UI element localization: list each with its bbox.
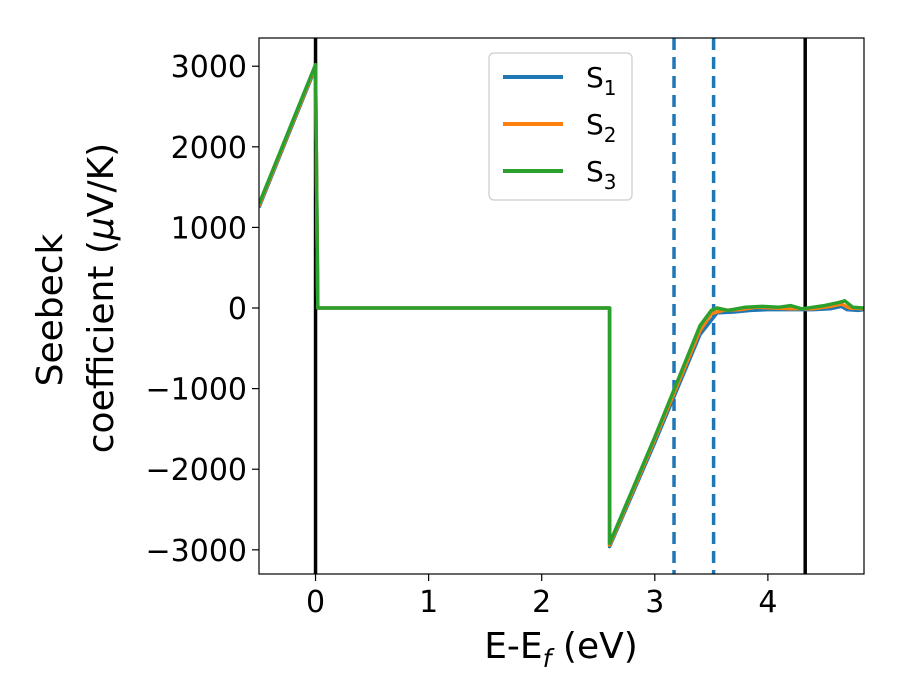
- y-tick-label: 2000: [171, 131, 247, 166]
- y-tick-label: −3000: [146, 534, 247, 569]
- plot-frame: [258, 37, 865, 575]
- y-tick-label: −2000: [146, 453, 247, 488]
- y-axis-label-line2: coefficient (μV/K): [81, 143, 122, 453]
- x-tick-label: 2: [532, 585, 551, 620]
- y-axis-label-line1: Seebeck: [30, 233, 71, 386]
- series-line-s3: [259, 62, 864, 546]
- x-tick-label: 1: [419, 585, 438, 620]
- x-axis-label: E-Ef (eV): [484, 626, 638, 673]
- series-lines: [259, 62, 864, 549]
- legend: S1 S2 S3: [488, 52, 633, 201]
- legend-box: [488, 52, 633, 201]
- legend-label-s1: S1: [586, 61, 617, 100]
- legend-label-s2: S2: [586, 108, 617, 147]
- y-tick-label: 3000: [171, 50, 247, 85]
- legend-label-s3: S3: [586, 155, 617, 194]
- x-tick-label: 3: [645, 585, 664, 620]
- y-tick-label: −1000: [146, 373, 247, 408]
- y-tick-label: 0: [228, 292, 247, 327]
- x-tick-label: 0: [306, 585, 325, 620]
- y-tick-label: 1000: [171, 211, 247, 246]
- x-axis: 0 1 2 3 4: [306, 574, 777, 620]
- x-tick-label: 4: [758, 585, 777, 620]
- y-axis: 3000 2000 1000 0 −1000 −2000 −3000: [146, 50, 259, 569]
